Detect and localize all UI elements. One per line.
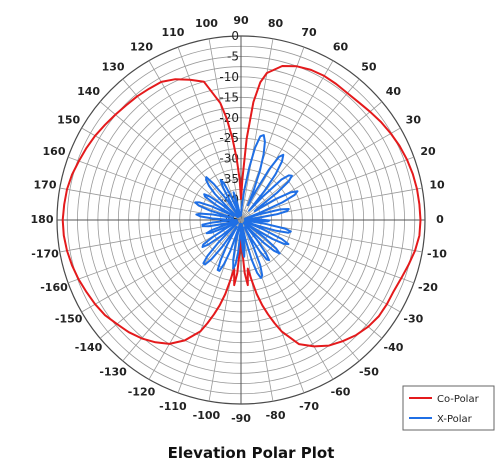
angle-tick-label: 100 (195, 17, 218, 30)
angle-tick-label: -40 (384, 341, 404, 354)
grid-spoke (122, 219, 242, 362)
grid-spoke (177, 46, 242, 221)
angle-tick-label: -90 (231, 412, 251, 425)
radial-tick-label: -5 (227, 49, 239, 63)
angle-tick-label: -80 (266, 409, 286, 422)
legend-box (402, 385, 495, 431)
grid-spoke (240, 38, 274, 221)
series-layer (61, 65, 422, 348)
grid-spoke (208, 38, 242, 221)
angle-tick-label: 160 (43, 145, 66, 158)
grid-spoke (240, 219, 274, 402)
grid-spoke (240, 101, 383, 221)
legend-label-co-polar: Co-Polar (437, 394, 480, 405)
grid-spoke (67, 156, 242, 221)
angle-tick-label: -10 (427, 248, 447, 261)
angle-tick-label: 50 (361, 61, 377, 74)
radial-tick-label: 0 (231, 29, 239, 43)
angle-tick-label: 80 (268, 17, 284, 30)
angle-tick-label: 10 (429, 178, 445, 191)
angle-tick-label: -140 (75, 341, 103, 354)
polar-chart: 90 80706050403020100-10-20-30-40-50-60-70… (31, 14, 495, 431)
angle-tick-label: -50 (359, 365, 379, 378)
angle-tick-label: 20 (420, 145, 436, 158)
angle-tick-label: 60 (333, 41, 349, 54)
angle-tick-label: -60 (331, 385, 351, 398)
legend-label-x-polar: X-Polar (437, 414, 473, 425)
grid-spoke (240, 219, 360, 362)
angle-tick-label: 70 (301, 26, 317, 39)
grid-spoke (208, 219, 242, 402)
angle-tick-label: -30 (403, 313, 423, 326)
angle-tick-label: -20 (418, 281, 438, 294)
angle-tick-label: -170 (31, 248, 59, 261)
grid-spoke (240, 46, 305, 221)
grid-spoke (240, 60, 334, 221)
angle-tick-label: 90 (233, 14, 249, 27)
grid-spoke (240, 219, 383, 339)
legend: Co-Polar X-Polar (402, 385, 495, 431)
angle-tick-label: 130 (102, 61, 125, 74)
angle-tick-label: -150 (55, 313, 83, 326)
angle-tick-label: 40 (386, 85, 402, 98)
radial-tick-label: -20 (219, 111, 239, 125)
angle-tick-label: -120 (128, 385, 156, 398)
grid-spoke (240, 219, 305, 394)
chart-title: Elevation Polar Plot (167, 444, 335, 462)
grid-spoke (240, 156, 415, 221)
angle-tick-label: 170 (34, 178, 57, 191)
radial-tick-label: -10 (219, 70, 239, 84)
angle-tick-label: -100 (193, 409, 221, 422)
angle-tick-label: -130 (99, 365, 127, 378)
angle-tick-label: 30 (406, 114, 422, 127)
radial-tick-label: -25 (219, 131, 239, 145)
radial-tick-label: -15 (219, 90, 239, 104)
grid-spoke (99, 101, 242, 221)
angle-tick-label: -70 (299, 400, 319, 413)
series-line-x-polar (194, 134, 299, 279)
angle-tick-label: 110 (161, 26, 184, 39)
angle-tick-label: 180 (31, 213, 54, 226)
grid-spoke (240, 219, 415, 284)
radial-tick-label: -30 (219, 152, 239, 166)
angle-tick-label: -110 (159, 400, 187, 413)
angle-tick-label: 150 (57, 114, 80, 127)
angle-tick-label: 0 (436, 213, 444, 226)
grid-spoke (99, 219, 242, 339)
polar-grid (56, 35, 426, 405)
angle-tick-labels: 90 80706050403020100-10-20-30-40-50-60-70… (31, 14, 448, 425)
angle-tick-label: 120 (130, 41, 153, 54)
angle-tick-label: 140 (77, 85, 100, 98)
grid-spoke (122, 78, 242, 221)
angle-tick-label: -160 (40, 281, 68, 294)
